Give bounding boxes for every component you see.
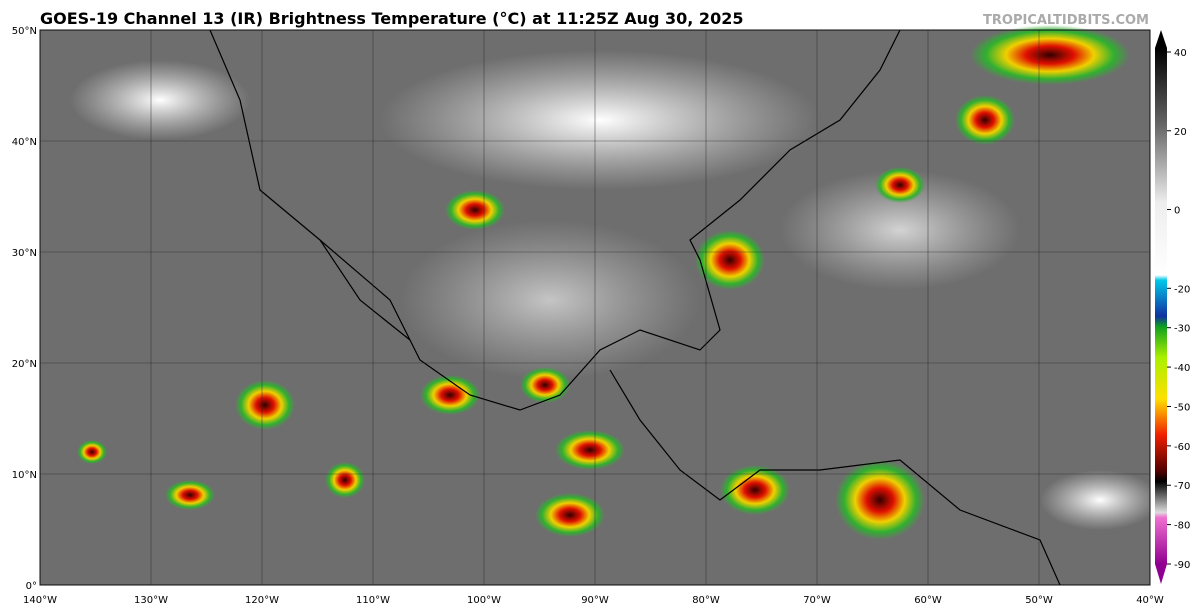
colorbar-label: -30 — [1174, 324, 1190, 335]
colorbar-label: 20 — [1174, 127, 1187, 138]
colorbar-label: -60 — [1174, 442, 1190, 453]
latitude-label: 30°N — [12, 248, 37, 259]
longitude-label: 40°W — [1136, 595, 1164, 606]
latitude-label: 50°N — [12, 26, 37, 37]
longitude-label: 50°W — [1025, 595, 1053, 606]
latitude-label: 20°N — [12, 359, 37, 370]
longitude-label: 70°W — [803, 595, 831, 606]
colorbar-label: -70 — [1174, 481, 1190, 492]
colorbar-label: -90 — [1174, 560, 1190, 571]
title: GOES-19 Channel 13 (IR) Brightness Tempe… — [40, 9, 743, 28]
latitude-label: 10°N — [12, 470, 37, 481]
colorbar-label: -20 — [1174, 284, 1190, 295]
longitude-label: 120°W — [245, 595, 279, 606]
colorbar-label: 0 — [1174, 206, 1180, 217]
watermark: TROPICALTIDBITS.COM — [983, 13, 1149, 28]
colorbar-label: -80 — [1174, 521, 1190, 532]
colorbar — [1155, 48, 1167, 564]
cloud-features — [70, 25, 1160, 540]
colorbar-label: -50 — [1174, 402, 1190, 413]
longitude-label: 110°W — [356, 595, 390, 606]
latitude-label: 40°N — [12, 137, 37, 148]
colorbar-label: -40 — [1174, 363, 1190, 374]
colorbar-bottom-arrow — [1155, 564, 1167, 584]
colorbar-top-arrow — [1155, 30, 1167, 48]
longitude-label: 140°W — [23, 595, 57, 606]
longitude-label: 90°W — [581, 595, 609, 606]
coastlines — [209, 29, 1061, 586]
longitude-label: 130°W — [134, 595, 168, 606]
longitude-label: 60°W — [914, 595, 942, 606]
colorbar-label: 40 — [1174, 48, 1187, 59]
longitude-label: 80°W — [692, 595, 720, 606]
latitude-label: 0° — [26, 581, 37, 592]
longitude-label: 100°W — [467, 595, 501, 606]
